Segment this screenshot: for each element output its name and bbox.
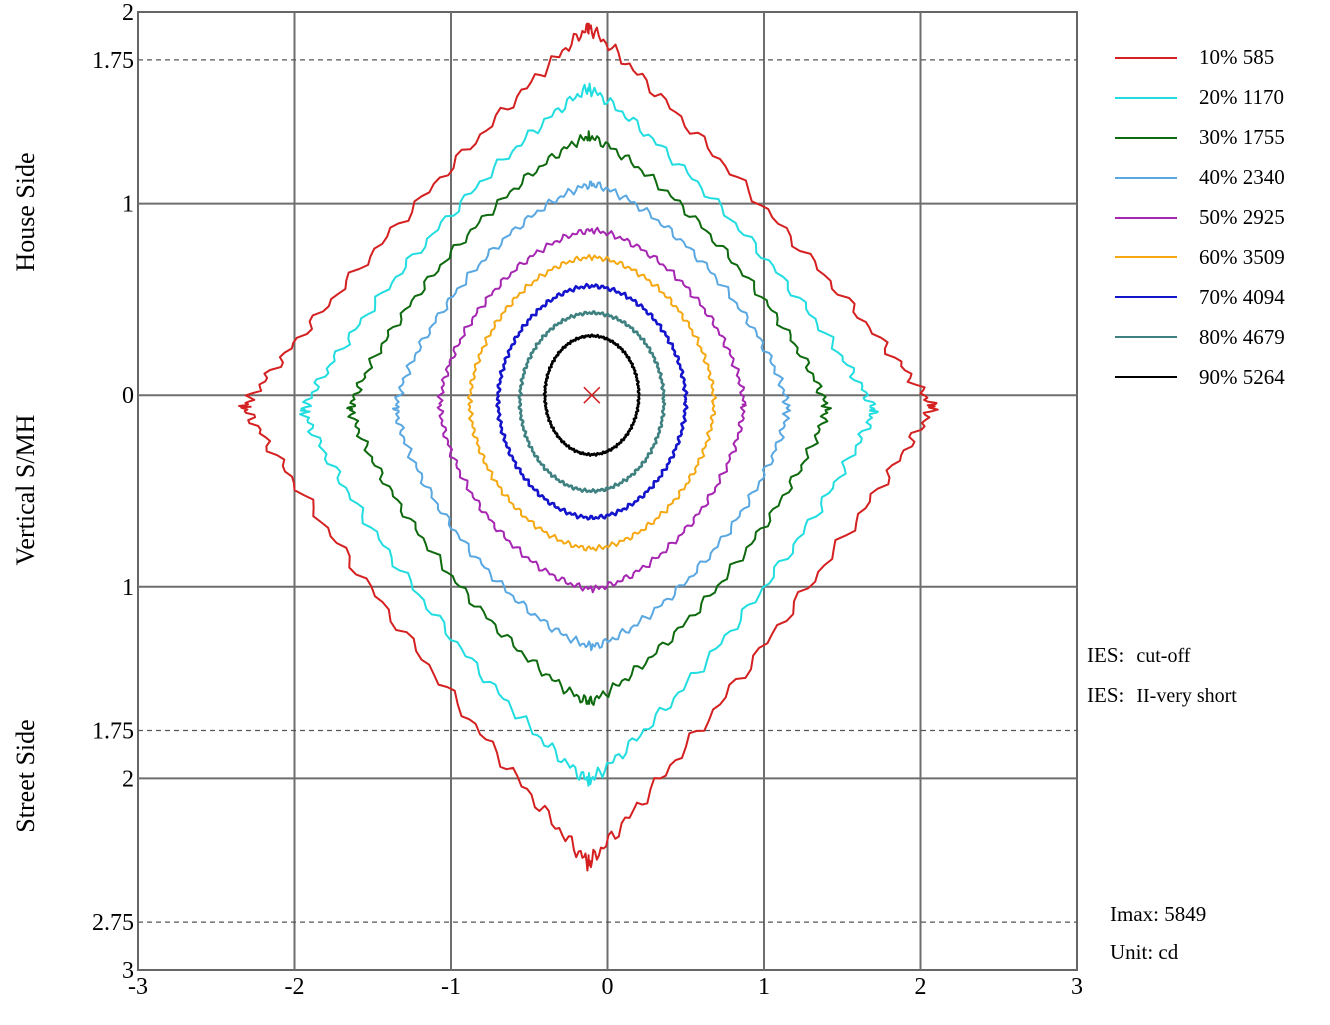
y-tick-label: 1 [122,575,134,601]
legend-item: 50% 2925 [1115,198,1285,238]
ies-classification-value: II-very short [1136,685,1237,707]
house-side-label: House Side [11,152,40,272]
x-tick-label: -2 [285,974,305,1000]
legend-swatch [1115,336,1177,339]
legend-item: 40% 2340 [1115,158,1285,198]
legend: 10% 585 20% 1170 30% 1755 40% 2340 50% 2925 6… [1115,38,1285,397]
legend-label: 70% 4094 [1199,284,1285,309]
legend-swatch [1115,136,1177,139]
legend-label: 60% 3509 [1199,244,1285,269]
legend-swatch [1115,376,1177,379]
legend-item: 70% 4094 [1115,277,1285,317]
marker-stroke [583,386,601,404]
ies-classification: IES: II-very short [1087,683,1237,708]
y-tick-label: 1 [122,192,134,218]
ies-cutoff: IES: cut-off [1087,643,1190,668]
ies-key: IES: [1087,683,1125,707]
isocandela-contour [495,282,689,521]
x-tick-label: 1 [758,974,770,1000]
legend-label: 40% 2340 [1199,165,1285,190]
legend-swatch [1115,216,1177,219]
isocandela-contour [238,22,939,872]
legend-item: 90% 5264 [1115,357,1285,397]
imax-readout: Imax: 5849 [1110,902,1207,926]
isocandela-contour [517,310,667,494]
legend-item: 30% 1755 [1115,118,1285,158]
max-intensity-marker [583,386,601,404]
legend-swatch [1115,176,1177,179]
y-tick-label: 1.75 [92,719,134,745]
x-tick-label: -3 [128,974,148,1000]
legend-swatch [1115,256,1177,259]
legend-item: 20% 1170 [1115,78,1285,118]
y-tick-label: 2 [122,766,134,792]
legend-label: 80% 4679 [1199,324,1285,349]
legend-label: 90% 5264 [1199,364,1285,389]
legend-label: 20% 1170 [1199,85,1284,110]
legend-item: 10% 585 [1115,38,1285,78]
x-tick-label: -1 [441,974,461,1000]
legend-item: 80% 4679 [1115,317,1285,357]
y-tick-label: 3 [122,958,134,984]
x-tick-label: 2 [915,974,927,1000]
isocandela-contour [392,180,791,652]
ies-cutoff-value: cut-off [1136,645,1191,667]
legend-swatch [1115,296,1177,299]
y-tick-label: 1.75 [92,48,134,74]
x-tick-label: 3 [1071,974,1083,1000]
isocandela-contour [299,82,879,787]
legend-item: 60% 3509 [1115,237,1285,277]
legend-label: 10% 585 [1199,45,1275,70]
vertical-axis-label: Vertical S/MH [11,414,40,566]
legend-label: 30% 1755 [1199,125,1285,150]
isocandela-contour [542,333,641,457]
legend-swatch [1115,56,1177,59]
isocandela-contour [436,226,747,594]
x-tick-label: 0 [602,974,614,1000]
y-tick-label: 2.75 [92,910,134,936]
isocandela-contour [346,130,832,706]
y-tick-label: 0 [122,383,134,409]
street-side-label: Street Side [11,719,40,833]
unit-readout: Unit: cd [1110,940,1179,964]
ies-key: IES: [1087,643,1125,667]
isocandela-contour [467,253,717,552]
y-tick-label: 2 [122,0,134,26]
legend-swatch [1115,96,1177,99]
legend-label: 50% 2925 [1199,205,1285,229]
